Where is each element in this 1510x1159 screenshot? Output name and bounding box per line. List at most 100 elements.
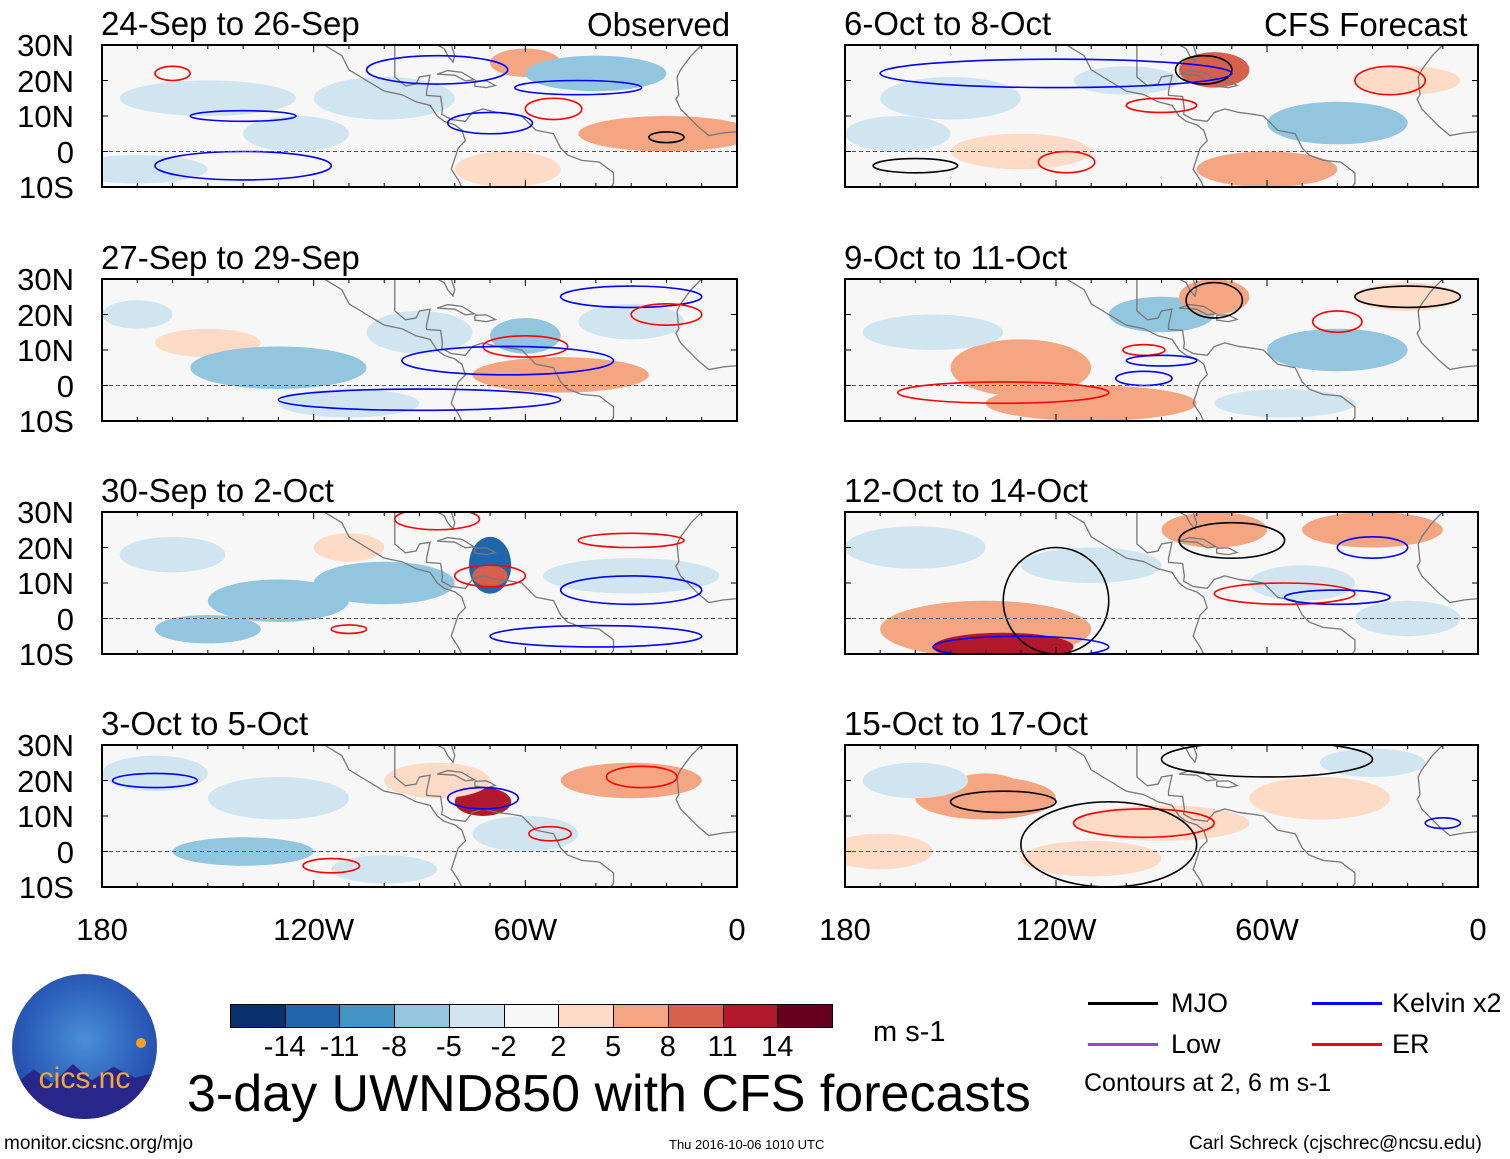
footer-url[interactable]: monitor.cicsnc.org/mjo xyxy=(4,1133,194,1154)
coastline xyxy=(1216,547,1239,556)
coastline xyxy=(436,69,477,82)
colorbar-swatch xyxy=(230,1004,286,1028)
colorbar-swatch xyxy=(448,1004,505,1028)
colorbar-swatch xyxy=(558,1004,615,1028)
map-panel-right-1 xyxy=(844,278,1479,422)
coastline xyxy=(1136,45,1356,187)
cics-logo[interactable]: cics.nc xyxy=(12,974,157,1119)
wave-contour xyxy=(872,157,959,174)
colorbar-label: 11 xyxy=(707,1031,738,1063)
coastline xyxy=(394,745,615,887)
wave-contour xyxy=(394,512,481,531)
wind-anomaly-region xyxy=(313,561,455,605)
coastline xyxy=(436,536,477,549)
wind-anomaly-region xyxy=(985,385,1197,421)
coastline xyxy=(436,769,477,782)
map-panel-right-2 xyxy=(844,511,1479,655)
coastline xyxy=(1416,512,1478,604)
lat-tick-label: 0 xyxy=(56,368,74,404)
wave-contour xyxy=(1174,54,1233,85)
coastline xyxy=(436,45,456,64)
coastline xyxy=(436,512,456,531)
coastline xyxy=(474,547,498,556)
wave-contour xyxy=(1424,816,1462,830)
wave-contour xyxy=(559,575,703,606)
lat-tick-label: 10S xyxy=(18,870,74,905)
wave-contour xyxy=(1185,281,1244,319)
logo-text: cics.nc xyxy=(38,1062,131,1095)
legend-low-label: Low xyxy=(1171,1029,1221,1059)
legend-mjo-label: MJO xyxy=(1171,988,1228,1018)
figure-title: 3-day UWND850 with CFS forecasts xyxy=(187,1065,1031,1123)
colorbar-label: -5 xyxy=(436,1031,462,1063)
wave-contour xyxy=(1283,589,1391,606)
colorbar-label: -14 xyxy=(263,1031,306,1063)
wind-anomaly-region xyxy=(331,855,438,884)
lon-tick-label: 180 xyxy=(76,912,128,947)
lat-tick-label: 0 xyxy=(56,834,74,870)
lat-tick-label: 30N xyxy=(17,495,74,530)
colorbar-label: 8 xyxy=(659,1031,676,1063)
wind-anomaly-region xyxy=(243,116,349,152)
coastline xyxy=(1416,745,1478,837)
wave-contour xyxy=(453,564,527,588)
wind-anomaly-region xyxy=(102,155,208,184)
wave-contour xyxy=(1072,808,1216,839)
lat-tick-label: 10N xyxy=(17,799,74,834)
coastline xyxy=(436,303,477,316)
wave-contour xyxy=(630,303,703,326)
wave-contour xyxy=(1311,310,1363,334)
coastline xyxy=(1216,780,1239,789)
lat-tick-label: 20N xyxy=(17,297,74,333)
colorbar-swatch xyxy=(777,1004,833,1028)
coastline xyxy=(394,279,615,421)
wind-anomaly-region xyxy=(102,300,173,329)
wind-anomaly-region xyxy=(384,762,491,799)
coastline xyxy=(1416,45,1478,137)
legend-er-label: ER xyxy=(1392,1029,1430,1059)
sun-icon xyxy=(136,1038,146,1048)
panel-title: 12-Oct to 14-Oct xyxy=(844,472,1088,509)
wind-anomaly-region xyxy=(1267,328,1408,372)
wave-contour xyxy=(330,624,368,635)
wave-contour xyxy=(1114,370,1173,387)
coastline xyxy=(436,279,456,298)
coastline xyxy=(323,745,467,887)
wave-contour xyxy=(513,79,643,96)
wind-anomaly-region xyxy=(1179,52,1250,88)
coastline xyxy=(436,745,456,764)
coastline xyxy=(394,45,615,187)
panel-title: 30-Sep to 2-Oct xyxy=(101,472,334,509)
coastline xyxy=(1216,80,1239,89)
wave-contour xyxy=(365,54,509,85)
wind-anomaly-region xyxy=(1073,805,1250,841)
wind-anomaly-region xyxy=(1020,547,1162,583)
wave-contour xyxy=(949,790,1057,814)
lon-tick-label: 0 xyxy=(1469,912,1487,947)
coastline xyxy=(1136,512,1356,654)
wind-anomaly-region xyxy=(1020,840,1162,877)
wind-anomaly-region xyxy=(1161,512,1267,548)
wind-anomaly-region xyxy=(578,116,737,152)
map-panel-left-3 xyxy=(101,744,738,888)
wind-anomaly-region xyxy=(1196,151,1338,187)
wave-contour xyxy=(528,825,572,842)
wave-contour xyxy=(879,58,1233,89)
legend-er-line xyxy=(1312,1043,1382,1046)
lat-tick-label: 10N xyxy=(17,99,74,134)
wind-anomaly-region xyxy=(1214,389,1355,418)
contour-note: Contours at 2, 6 m s-1 xyxy=(1084,1069,1332,1097)
panel-title: 24-Sep to 26-Sep xyxy=(101,5,360,42)
map-panel-right-0 xyxy=(844,44,1479,188)
lat-tick-label: 10S xyxy=(18,637,74,672)
lat-tick-label: 0 xyxy=(56,134,74,170)
coastline xyxy=(675,45,737,137)
wave-contour xyxy=(605,765,678,789)
wave-contour xyxy=(1125,354,1198,367)
wave-contour xyxy=(559,285,703,309)
wave-contour xyxy=(277,388,562,412)
legend-low-line xyxy=(1088,1043,1158,1046)
lat-tick-label: 10N xyxy=(17,566,74,601)
lat-tick-label: 10S xyxy=(18,404,74,439)
wave-contour xyxy=(189,109,297,123)
